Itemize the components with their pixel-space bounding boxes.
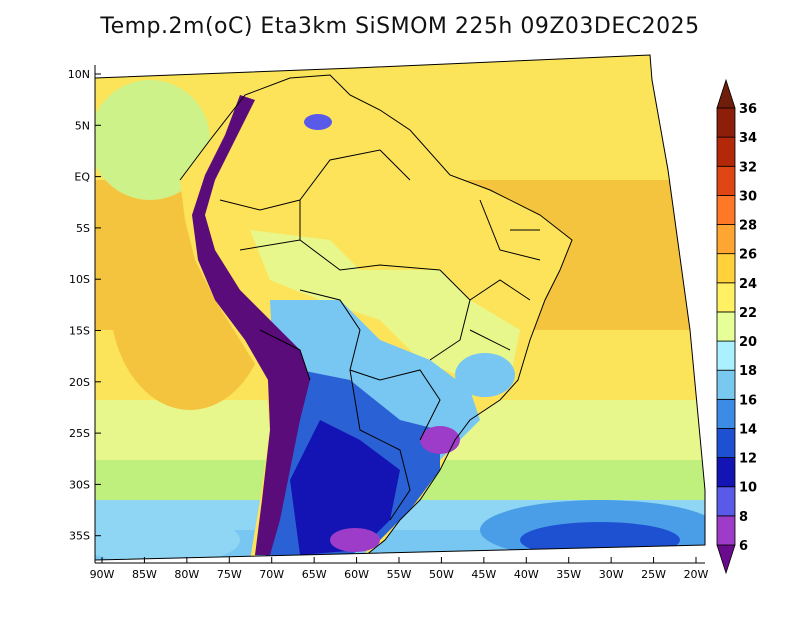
- colorbar-segment: [716, 369, 736, 400]
- colorbar-label: 16: [739, 393, 757, 408]
- colorbar-label: 28: [739, 219, 757, 234]
- colorbar-segment: [716, 107, 736, 138]
- colorbar-label: 18: [739, 364, 757, 379]
- lon-label: 60W: [344, 568, 369, 581]
- atlantic-cold-core: [520, 522, 680, 558]
- colorbar-segment: [716, 136, 736, 167]
- lon-label: 90W: [90, 568, 115, 581]
- axes: [94, 65, 705, 564]
- colorbar-label: 34: [739, 131, 757, 146]
- lat-label: 25S: [69, 427, 90, 440]
- colorbar-segment: [716, 224, 736, 255]
- colorbar-label: 8: [739, 510, 748, 525]
- lon-label: 75W: [217, 568, 242, 581]
- colorbar-segment: [716, 282, 736, 313]
- colorbar-segment: [716, 311, 736, 342]
- colorbar-label: 10: [739, 481, 757, 496]
- colorbar-label: 36: [739, 102, 757, 117]
- colorbar: 6 8 10 12 14 16 18 20 22 24 26 28 30 32 34 36: [716, 78, 757, 575]
- lon-label: 40W: [514, 568, 539, 581]
- lon-label: 30W: [599, 568, 624, 581]
- lon-label: 85W: [132, 568, 157, 581]
- colorbar-label: 32: [739, 160, 757, 175]
- lat-label: 10S: [69, 273, 90, 286]
- lat-label: 10N: [68, 68, 90, 81]
- lat-label: 5S: [76, 222, 90, 235]
- lat-label: 20S: [69, 376, 90, 389]
- colorbar-segment: [716, 457, 736, 488]
- colorbar-segment: [716, 428, 736, 459]
- colorbar-label: 26: [739, 248, 757, 263]
- political-borders: [179, 74, 573, 560]
- colorbar-label: 6: [739, 539, 748, 554]
- lon-label: 50W: [429, 568, 454, 581]
- lon-label: 25W: [641, 568, 666, 581]
- colorbar-segment: [716, 194, 736, 225]
- colorbar-segment: [716, 253, 736, 284]
- brazil-se-cool: [455, 353, 515, 397]
- pacific-cold-south: [95, 515, 240, 560]
- latitude-axis: 10N 5N EQ 5S 10S 15S 20S 25S 30S 35S: [68, 68, 101, 543]
- map-title: Temp.2m(oC) Eta3km SiSMOM 225h 09Z03DEC2…: [100, 14, 700, 39]
- colorbar-label: 30: [739, 189, 757, 204]
- lon-label: 55W: [387, 568, 412, 581]
- colorbar-segment: [716, 165, 736, 196]
- lat-label: 15S: [69, 325, 90, 338]
- colorbar-label: 14: [739, 422, 757, 437]
- colorbar-segment: [716, 486, 736, 517]
- land-mild-interior: [250, 230, 520, 380]
- colorbar-segment: [716, 515, 736, 546]
- pampas-cold: [330, 528, 380, 552]
- colorbar-max-arrow: [716, 78, 736, 109]
- colorbar-segment: [716, 398, 736, 429]
- lon-label: 80W: [174, 568, 199, 581]
- lat-label: 30S: [69, 478, 90, 491]
- land-colder-south: [290, 420, 400, 555]
- lon-label: 20W: [684, 568, 709, 581]
- colorbar-label: 24: [739, 277, 757, 292]
- map-domain: [95, 55, 705, 560]
- lat-label: EQ: [74, 171, 90, 184]
- lon-label: 35W: [556, 568, 581, 581]
- colorbar-label: 20: [739, 335, 757, 350]
- lat-label: 5N: [75, 119, 90, 132]
- colorbar-label: 22: [739, 306, 757, 321]
- colorbar-segment: [716, 340, 736, 371]
- map-frame: [94, 54, 706, 561]
- lon-label: 65W: [302, 568, 327, 581]
- colorbar-label: 12: [739, 452, 757, 467]
- longitude-axis: 90W 85W 80W 75W 70W 65W 60W 55W 50W 45W 40W 35W 30W 2…: [90, 557, 709, 581]
- pacific-mild-patch: [95, 80, 210, 200]
- lon-label: 70W: [259, 568, 284, 581]
- guiana-cold-spot: [304, 114, 332, 130]
- lat-label: 35S: [69, 530, 90, 543]
- colorbar-min-arrow: [716, 544, 736, 575]
- andes-spine: [192, 95, 310, 555]
- lon-label: 45W: [471, 568, 496, 581]
- brazil-south-cold: [420, 426, 460, 454]
